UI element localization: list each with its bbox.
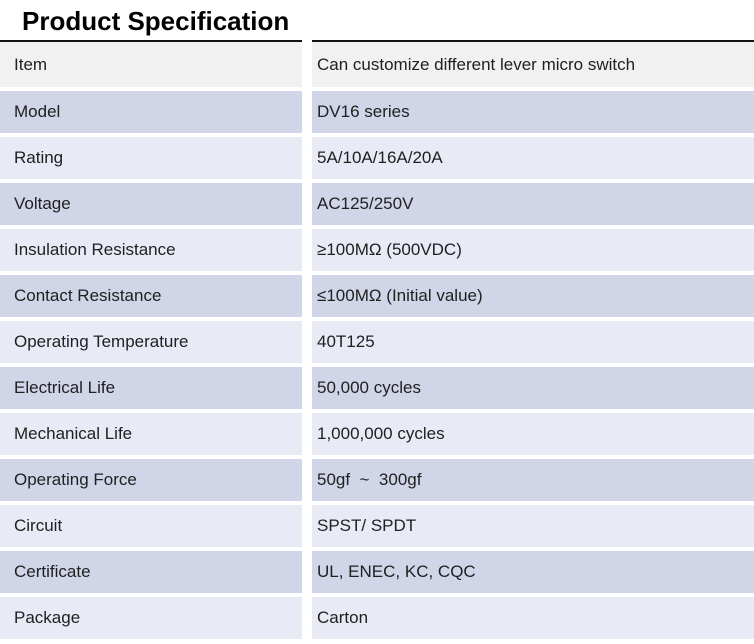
table-row: Contact Resistance ≤100MΩ (Initial value) [0, 275, 754, 317]
table-row: Electrical Life 50,000 cycles [0, 367, 754, 409]
table-row: Insulation Resistance ≥100MΩ (500VDC) [0, 229, 754, 271]
table-row: Circuit SPST/ SPDT [0, 505, 754, 547]
table-row: Package Carton [0, 597, 754, 639]
spec-label: Voltage [0, 183, 302, 225]
spec-value: Can customize different lever micro swit… [312, 40, 754, 87]
table-row: Rating 5A/10A/16A/20A [0, 137, 754, 179]
spec-value: 50gf ~ 300gf [312, 459, 754, 501]
table-row: Operating Force 50gf ~ 300gf [0, 459, 754, 501]
spec-value: Carton [312, 597, 754, 639]
spec-value: SPST/ SPDT [312, 505, 754, 547]
table-row: Certificate UL, ENEC, KC, CQC [0, 551, 754, 593]
page-title: Product Specification [22, 6, 290, 36]
spec-value: 50,000 cycles [312, 367, 754, 409]
spec-value: AC125/250V [312, 183, 754, 225]
spec-value: 40T125 [312, 321, 754, 363]
table-row: Item Can customize different lever micro … [0, 40, 754, 87]
spec-value: ≥100MΩ (500VDC) [312, 229, 754, 271]
spec-label: Item [0, 40, 302, 87]
spec-value: DV16 series [312, 91, 754, 133]
spec-label: Contact Resistance [0, 275, 302, 317]
spec-value: 1,000,000 cycles [312, 413, 754, 455]
spec-label: Rating [0, 137, 302, 179]
table-row: Model DV16 series [0, 91, 754, 133]
spec-value: 5A/10A/16A/20A [312, 137, 754, 179]
table-row: Voltage AC125/250V [0, 183, 754, 225]
spec-label: Insulation Resistance [0, 229, 302, 271]
spec-value: UL, ENEC, KC, CQC [312, 551, 754, 593]
spec-label: Operating Force [0, 459, 302, 501]
spec-label: Model [0, 91, 302, 133]
spec-label: Certificate [0, 551, 302, 593]
spec-label: Mechanical Life [0, 413, 302, 455]
spec-table: Item Can customize different lever micro … [0, 40, 754, 639]
spec-value: ≤100MΩ (Initial value) [312, 275, 754, 317]
table-row: Mechanical Life 1,000,000 cycles [0, 413, 754, 455]
table-row: Operating Temperature 40T125 [0, 321, 754, 363]
spec-label: Circuit [0, 505, 302, 547]
spec-label: Electrical Life [0, 367, 302, 409]
spec-label: Package [0, 597, 302, 639]
spec-label: Operating Temperature [0, 321, 302, 363]
